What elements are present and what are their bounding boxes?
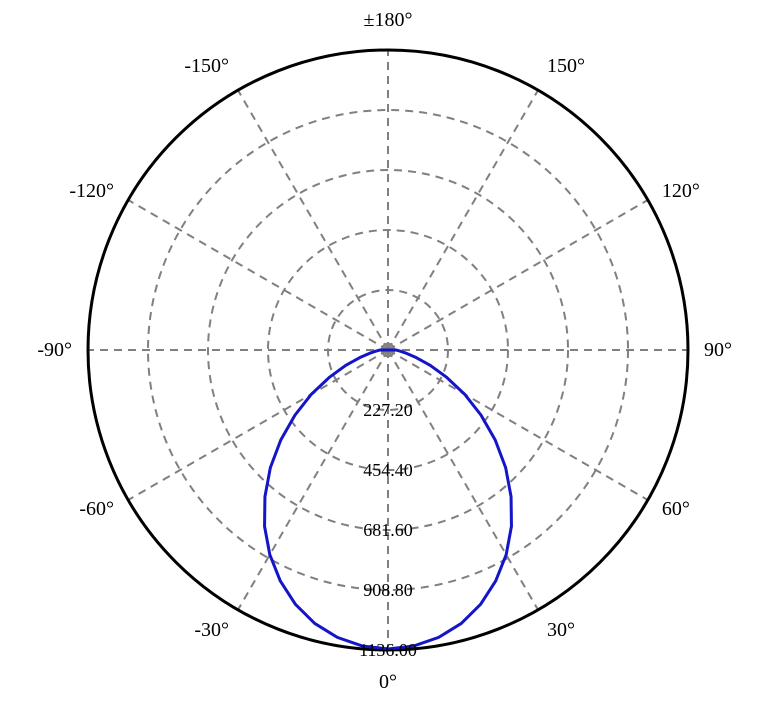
radial-label: 681.60 bbox=[363, 520, 413, 540]
angle-label: 60° bbox=[662, 498, 690, 520]
angle-label: -30° bbox=[194, 619, 229, 641]
angle-label: 90° bbox=[704, 339, 732, 361]
angle-label: 120° bbox=[662, 180, 700, 202]
polar-chart: ±180° 150° 120° 90° 60° 30° 0° -30° -60° -90° -120… bbox=[0, 0, 772, 704]
angle-label: 30° bbox=[547, 619, 575, 641]
angle-label: -120° bbox=[69, 180, 114, 202]
angle-label: -150° bbox=[184, 55, 229, 77]
angle-label: ±180° bbox=[364, 9, 413, 31]
radial-label: 908.80 bbox=[363, 580, 413, 600]
radial-label: 1136.00 bbox=[359, 640, 417, 660]
angle-label: 0° bbox=[379, 671, 397, 693]
radial-label: 454.40 bbox=[363, 460, 413, 480]
radial-label: 227.20 bbox=[363, 400, 413, 420]
angle-label: -60° bbox=[79, 498, 114, 520]
angle-label: -90° bbox=[37, 339, 72, 361]
angle-label: 150° bbox=[547, 55, 585, 77]
